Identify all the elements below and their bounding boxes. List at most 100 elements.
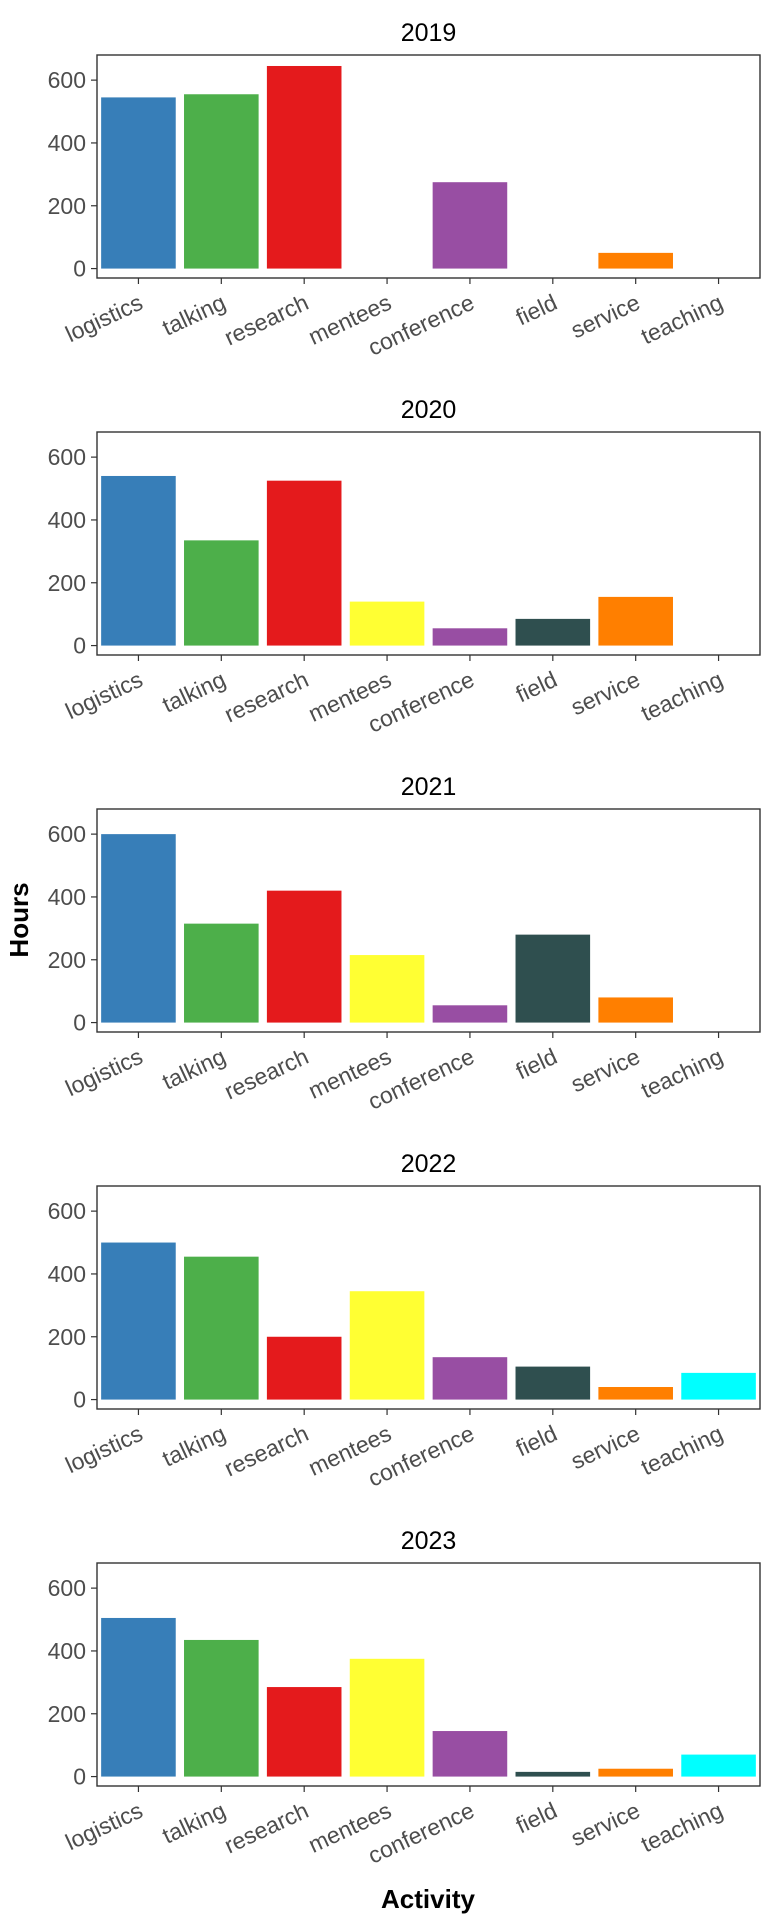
y-tick-label: 600 <box>48 1198 86 1224</box>
y-tick-label: 600 <box>48 67 86 93</box>
x-tick-label-research: research <box>220 289 312 350</box>
x-tick-label-logistics: logistics <box>61 289 146 347</box>
x-tick-label-field: field <box>512 1043 561 1084</box>
panel-title: 2023 <box>401 1527 457 1555</box>
bar-teaching <box>681 1754 756 1777</box>
panel-border <box>96 1185 761 1410</box>
y-tick-label: 400 <box>48 1261 86 1287</box>
bar-service <box>598 252 673 269</box>
bar-service <box>598 596 673 646</box>
x-tick-label-logistics: logistics <box>61 666 146 724</box>
y-tick-label: 200 <box>48 1701 86 1727</box>
x-tick-label-field: field <box>512 1420 561 1461</box>
y-tick-label: 400 <box>48 507 86 533</box>
x-tick-label-logistics: logistics <box>61 1043 146 1101</box>
x-tick-label-service: service <box>567 1043 644 1097</box>
x-tick-label-research: research <box>220 1043 312 1104</box>
x-tick-label-field: field <box>512 666 561 707</box>
bar-conference <box>432 1005 508 1023</box>
bar-teaching <box>681 1372 756 1400</box>
bar-talking <box>184 1256 259 1400</box>
bar-research <box>266 890 342 1023</box>
y-tick-label: 600 <box>48 444 86 470</box>
bar-mentees <box>349 1291 425 1400</box>
bar-research <box>266 480 342 646</box>
y-tick-label: 200 <box>48 947 86 973</box>
panel-border <box>96 1562 761 1787</box>
x-tick-label-field: field <box>512 1797 561 1838</box>
bar-talking <box>184 94 259 269</box>
x-tick-label-service: service <box>567 1797 644 1851</box>
bar-service <box>598 1387 673 1400</box>
bar-conference <box>432 1731 508 1777</box>
y-axis-title: Hours <box>4 882 34 957</box>
y-tick-label: 0 <box>73 633 86 659</box>
x-tick-label-research: research <box>220 1797 312 1858</box>
x-axis-title: Activity <box>381 1884 475 1914</box>
panel-title: 2019 <box>401 19 457 47</box>
bar-service <box>598 1768 673 1777</box>
panel-title: 2022 <box>401 1150 457 1178</box>
bar-field <box>515 1366 591 1400</box>
bar-conference <box>432 1357 508 1400</box>
y-tick-label: 600 <box>48 821 86 847</box>
x-tick-label-talking: talking <box>158 289 229 341</box>
bar-service <box>598 997 673 1023</box>
x-tick-label-logistics: logistics <box>61 1797 146 1855</box>
x-tick-label-service: service <box>567 1420 644 1474</box>
y-tick-label: 0 <box>73 1010 86 1036</box>
bar-field <box>515 1771 591 1777</box>
bar-logistics <box>101 834 176 1023</box>
bar-mentees <box>349 1658 425 1777</box>
x-tick-label-service: service <box>567 666 644 720</box>
panel-border <box>96 808 761 1033</box>
bar-field <box>515 618 591 646</box>
bar-field <box>515 934 591 1023</box>
x-tick-label-service: service <box>567 289 644 343</box>
x-tick-label-field: field <box>512 289 561 330</box>
bar-logistics <box>101 475 176 646</box>
x-tick-label-teaching: teaching <box>637 1420 727 1480</box>
x-tick-label-research: research <box>220 666 312 727</box>
x-tick-label-teaching: teaching <box>637 666 727 726</box>
bar-mentees <box>349 955 425 1023</box>
y-tick-label: 400 <box>48 1638 86 1664</box>
y-tick-label: 0 <box>73 256 86 282</box>
bar-logistics <box>101 97 176 269</box>
bar-research <box>266 1336 342 1400</box>
y-tick-label: 400 <box>48 130 86 156</box>
y-tick-label: 200 <box>48 570 86 596</box>
y-tick-label: 400 <box>48 884 86 910</box>
bar-research <box>266 1687 342 1777</box>
x-tick-label-teaching: teaching <box>637 289 727 349</box>
panel-title: 2020 <box>401 396 457 424</box>
bar-talking <box>184 1639 259 1777</box>
x-tick-label-talking: talking <box>158 1043 229 1095</box>
bar-research <box>266 65 342 269</box>
bar-talking <box>184 540 259 646</box>
panel-border <box>96 431 761 656</box>
bar-logistics <box>101 1242 176 1400</box>
x-tick-label-talking: talking <box>158 1420 229 1472</box>
x-tick-label-teaching: teaching <box>637 1043 727 1103</box>
bar-talking <box>184 923 259 1023</box>
y-tick-label: 600 <box>48 1575 86 1601</box>
bar-mentees <box>349 601 425 646</box>
y-tick-label: 200 <box>48 193 86 219</box>
bar-conference <box>432 182 508 269</box>
y-tick-label: 200 <box>48 1324 86 1350</box>
bar-conference <box>432 628 508 646</box>
panel-border <box>96 54 761 279</box>
x-tick-label-talking: talking <box>158 1797 229 1849</box>
y-tick-label: 0 <box>73 1764 86 1790</box>
x-tick-label-logistics: logistics <box>61 1420 146 1478</box>
bar-logistics <box>101 1617 176 1777</box>
x-tick-label-talking: talking <box>158 666 229 718</box>
x-tick-label-teaching: teaching <box>637 1797 727 1857</box>
